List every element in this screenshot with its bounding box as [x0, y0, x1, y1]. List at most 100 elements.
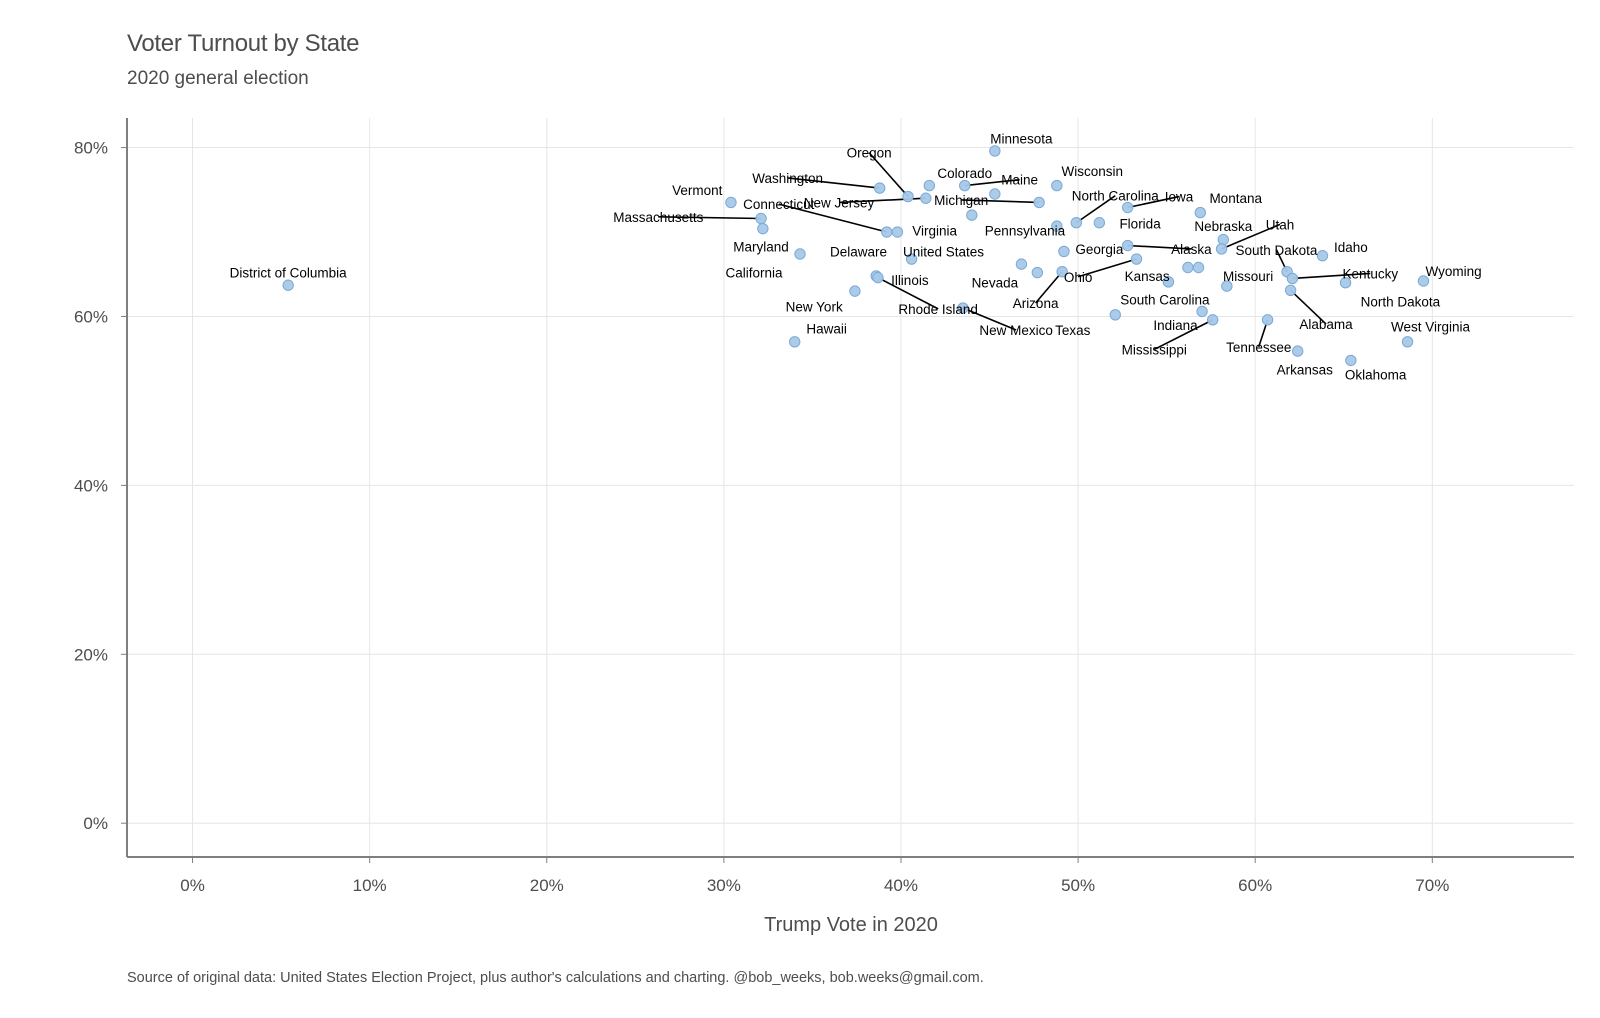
data-point: [923, 179, 936, 192]
data-point: [794, 248, 806, 260]
point-label: Delaware: [830, 244, 887, 259]
point-label: Colorado: [937, 166, 992, 181]
point-label: Illinois: [891, 273, 929, 288]
point-label: Maine: [1001, 173, 1038, 188]
point-label: California: [725, 266, 783, 281]
point-label: Missouri: [1223, 269, 1273, 284]
data-point: [1109, 309, 1121, 321]
point-label: Ohio: [1064, 270, 1093, 285]
point-label: District of Columbia: [230, 266, 348, 281]
point-label: Wyoming: [1425, 264, 1481, 279]
leader-line: [877, 276, 939, 310]
leader-line: [1221, 223, 1281, 250]
data-point: [959, 179, 971, 192]
y-tick-label: 20%: [74, 645, 108, 664]
point-label: Michigan: [934, 193, 988, 208]
point-label: Mississippi: [1122, 342, 1187, 357]
point-label: Rhode Island: [898, 302, 978, 317]
leader-line: [868, 152, 909, 198]
data-point: [1182, 261, 1194, 274]
data-point: [849, 285, 861, 297]
leader-line: [1127, 195, 1180, 209]
data-point: [1292, 345, 1304, 357]
data-point: [989, 188, 1001, 200]
x-tick-label: 60%: [1238, 876, 1272, 895]
x-tick-label: 30%: [707, 876, 741, 895]
data-point: [725, 196, 737, 209]
data-point: [902, 190, 914, 203]
point-label: Indiana: [1153, 318, 1198, 333]
point-labels: District of Columbia Vermont Massachusetts…: [230, 131, 1482, 382]
point-label: Utah: [1266, 217, 1295, 232]
point-label: Florida: [1119, 217, 1161, 232]
point-label: Tennessee: [1226, 340, 1291, 355]
point-label: Oklahoma: [1345, 368, 1407, 383]
chart-subtitle: 2020 general election: [127, 68, 309, 89]
leader-line: [787, 177, 880, 189]
point-label: South Carolina: [1120, 293, 1210, 308]
leader-line: [1292, 272, 1371, 280]
data-point: [1093, 217, 1106, 229]
data-point: [1206, 314, 1219, 326]
point-label: Maryland: [733, 239, 789, 254]
y-tick-label: 40%: [74, 476, 108, 495]
leader-line: [1034, 271, 1063, 304]
point-label: Wisconsin: [1061, 164, 1123, 179]
data-point: [966, 209, 978, 221]
x-tick-label: 40%: [884, 876, 918, 895]
point-label: Idaho: [1334, 240, 1368, 255]
point-label: Kentucky: [1343, 266, 1399, 281]
data-point: [1051, 179, 1063, 192]
x-tick-label: 0%: [180, 876, 205, 895]
point-label: Massachusetts: [613, 210, 703, 225]
grid: [127, 118, 1574, 857]
leader-line: [1153, 319, 1214, 351]
data-point: [881, 226, 893, 238]
data-point: [1261, 314, 1274, 326]
point-label: New Mexico: [979, 323, 1053, 338]
point-label: Nevada: [972, 276, 1019, 291]
point-label: New York: [786, 299, 843, 314]
y-tick-label: 60%: [74, 307, 108, 326]
data-point: [1215, 243, 1228, 255]
point-label: North Dakota: [1361, 294, 1441, 309]
point-label: Nebraska: [1194, 219, 1252, 234]
point-label: Kansas: [1125, 269, 1170, 284]
point-label: Alaska: [1171, 242, 1212, 257]
chart-caption: Source of original data: United States E…: [127, 970, 984, 986]
point-label: West Virginia: [1391, 320, 1471, 335]
data-point: [1194, 206, 1206, 219]
point-label: Alabama: [1299, 317, 1353, 332]
point-label: Pennsylvania: [985, 223, 1066, 238]
data-point: [1286, 272, 1299, 285]
data-point: [1401, 336, 1414, 348]
data-point: [1056, 266, 1068, 278]
data-point: [891, 226, 904, 238]
leader-line: [1075, 195, 1116, 224]
y-tick-label: 0%: [83, 814, 108, 833]
point-label: Arkansas: [1277, 363, 1334, 378]
data-point: [1051, 220, 1063, 232]
data-point: [874, 182, 886, 194]
leader-line: [778, 203, 888, 233]
data-point: [282, 279, 294, 291]
point-label: Minnesota: [990, 131, 1053, 146]
point-label: Vermont: [672, 183, 723, 198]
leader-line: [962, 307, 1017, 331]
data-point: [1033, 196, 1045, 209]
point-label: United States: [903, 244, 984, 259]
data-point: [1284, 284, 1297, 296]
data-point: [1196, 305, 1208, 318]
point-label: Iowa: [1165, 190, 1194, 205]
data-point: [1417, 275, 1430, 287]
leader-line: [1127, 244, 1192, 250]
data-point: [757, 222, 769, 235]
point-label: Hawaii: [806, 321, 847, 336]
x-tick-label: 70%: [1415, 876, 1449, 895]
data-point: [920, 192, 932, 204]
x-tick-label: 50%: [1061, 876, 1095, 895]
data-point: [1217, 233, 1230, 246]
data-point: [1339, 276, 1352, 289]
data-point: [1130, 253, 1143, 265]
